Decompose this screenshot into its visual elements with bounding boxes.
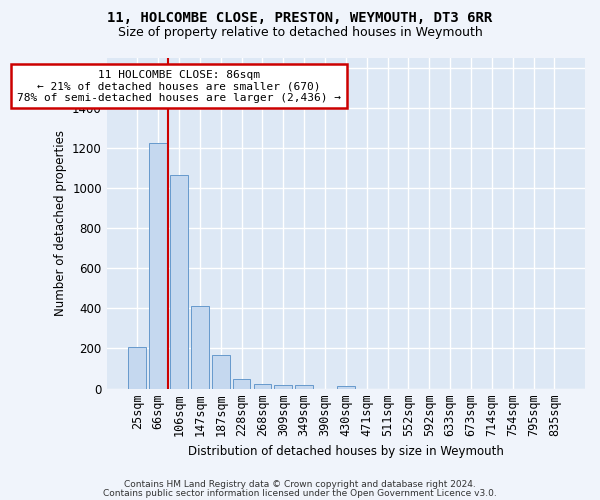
Text: Contains HM Land Registry data © Crown copyright and database right 2024.: Contains HM Land Registry data © Crown c…: [124, 480, 476, 489]
Text: Contains public sector information licensed under the Open Government Licence v3: Contains public sector information licen…: [103, 489, 497, 498]
Text: 11, HOLCOMBE CLOSE, PRESTON, WEYMOUTH, DT3 6RR: 11, HOLCOMBE CLOSE, PRESTON, WEYMOUTH, D…: [107, 12, 493, 26]
Bar: [128, 348, 146, 389]
Text: 11 HOLCOMBE CLOSE: 86sqm
← 21% of detached houses are smaller (670)
78% of semi-: 11 HOLCOMBE CLOSE: 86sqm ← 21% of detach…: [17, 70, 341, 102]
Bar: [233, 378, 250, 388]
Bar: [337, 386, 355, 388]
Bar: [191, 306, 209, 388]
Bar: [274, 385, 292, 388]
Bar: [212, 356, 230, 388]
Text: Size of property relative to detached houses in Weymouth: Size of property relative to detached ho…: [118, 26, 482, 39]
Bar: [149, 143, 167, 388]
Bar: [254, 384, 271, 388]
Y-axis label: Number of detached properties: Number of detached properties: [53, 130, 67, 316]
Bar: [170, 175, 188, 388]
X-axis label: Distribution of detached houses by size in Weymouth: Distribution of detached houses by size …: [188, 444, 504, 458]
Bar: [295, 385, 313, 388]
